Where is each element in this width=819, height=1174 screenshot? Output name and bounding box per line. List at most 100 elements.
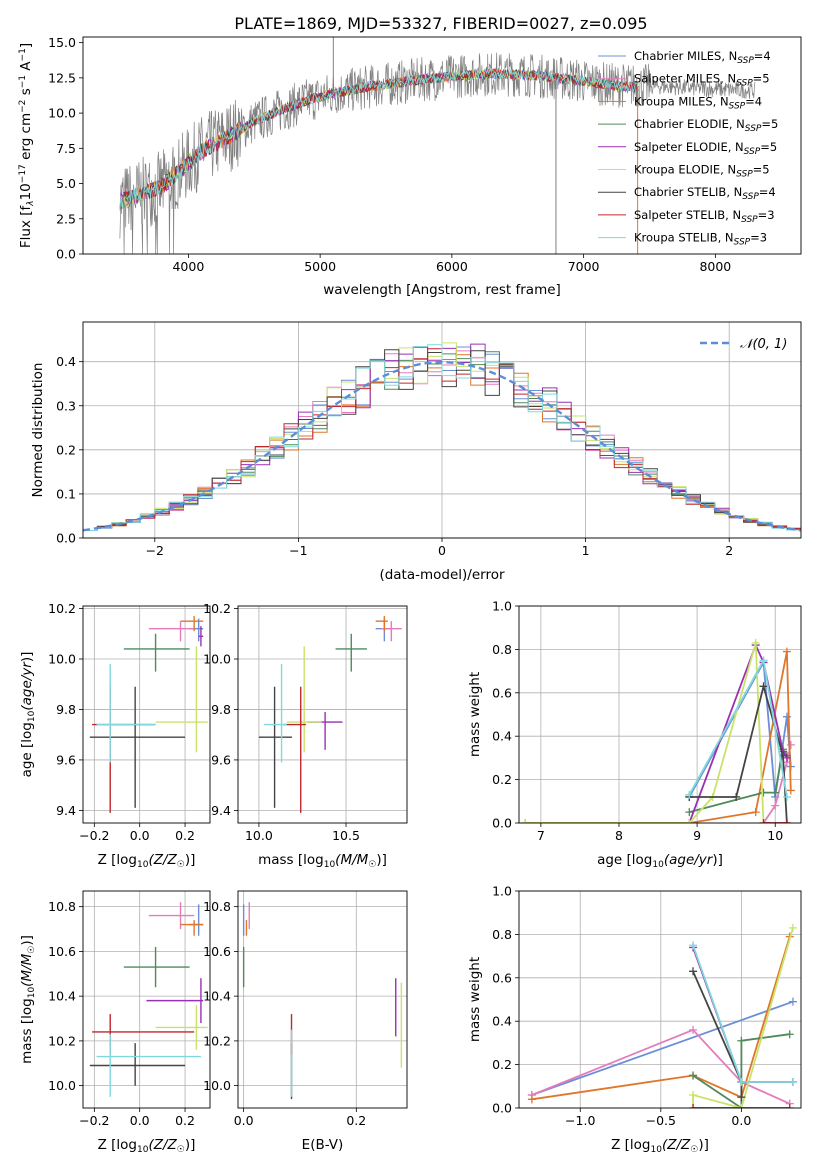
age_vs_Z-ytick-label: 10.2 [48,601,76,616]
legend-label-part: =5 [760,140,777,154]
legend-label: Kroupa ELODIE, NSSP=5 [634,163,770,180]
residuals-ytick-label: 0.2 [56,442,76,457]
weight_vs_age-plot [521,638,795,823]
weight-marker [785,1030,794,1039]
weight_vs_age-xtick-label: 10 [767,828,783,843]
weight-marker [737,1104,746,1108]
weight-line-chabrier-elodie [692,1033,790,1108]
weight-marker [759,656,768,665]
age_vs_mass-ytick-label: 9.4 [211,803,231,818]
weight-marker [737,1093,746,1102]
spectrum-frame [82,36,802,255]
weight-line-kroupa-elodie [525,642,765,823]
age-vs-z-ylabel: age [log10(age/yr)] [19,652,37,778]
weight-marker [689,1104,698,1108]
weight-vs-z-xlabel-part: 10 [651,1145,663,1155]
mass_vs_Z-plot [89,902,208,1097]
weight-line-kroupa-miles [531,936,791,1101]
residuals-ytick-label: 0.0 [56,531,76,546]
spectrum-xtick-label: 6000 [436,259,468,274]
mass_vs_ebv-ytick-label: 10.0 [203,1078,231,1093]
weight-marker [751,808,760,817]
residuals-plot [83,342,801,532]
mass_vs_Z-frame [82,890,211,1109]
weight-vs-age-xlabel-part: 10 [652,860,664,870]
spectrum-ylabel: Flux [fλ10−17 erg cm−2 s−1 A−1] [18,43,36,248]
residuals-xtick-label: 1 [582,543,590,558]
mass-vs-ebv-xlabel: E(B-V) [302,1137,344,1153]
age_vs_Z-ytick-label: 9.6 [56,752,76,767]
mass-vs-z-xlabel-part: Z [log [98,1137,137,1153]
spectrum-ylabel-part: λ [26,200,36,206]
residuals-xlabel: (data-model)/error [379,567,505,583]
weight-line-salpeter-miles [762,744,792,823]
age-vs-z-ylabel-part: (age/yr [19,661,35,711]
age-vs-z-ylabel-part: )] [19,652,35,663]
legend-label-part: SSP [745,124,762,134]
residuals-ytick-label: 0.1 [56,486,76,501]
legend-label: Salpeter ELODIE, NSSP=5 [634,140,777,157]
weight_vs_Z-ytick-label: 1.0 [492,884,512,899]
legend-label-part: SSP [744,147,761,157]
weight_vs_Z-ytick-label: 0.8 [492,927,512,942]
weight_vs_age-xtick-label: 9 [693,828,701,843]
mass-vs-z-xlabel-part: 10 [137,1145,149,1155]
weight-marker [788,1077,797,1086]
legend-label-part: Salpeter ELODIE, N [634,140,744,154]
age_vs_mass-ytick-label: 9.8 [211,702,231,717]
mass_vs_Z-ytick-label: 10.0 [48,1078,76,1093]
mass_vs_ebv-ytick-label: 10.6 [203,944,231,959]
mass-vs-z-ylabel-part: 10 [27,987,37,999]
weight_vs_age-ytick-label: 1.0 [492,599,512,614]
histogram-kroupa-stelib [83,344,801,531]
spectrum-ytick-label: 2.5 [56,211,76,226]
age-vs-mass-xlabel-part: mass [log [258,852,324,868]
mass_vs_Z-xtick-label: −0.2 [79,1113,109,1128]
legend-label-part: =4 [754,49,771,63]
legend-label-part: =4 [759,185,776,199]
weight-marker [788,997,797,1006]
legend-label-part: SSP [737,56,754,66]
weight-marker [521,819,530,823]
weight-marker [689,1071,698,1080]
weight-vs-z-xlabel-part: Z [log [611,1137,650,1153]
weight-marker [785,1104,794,1108]
weight_vs_Z-ytick-label: 0.4 [492,1014,512,1029]
legend-label-part: Salpeter MILES, N [634,72,736,86]
mass-vs-z-xlabel-part: )] [185,1137,196,1153]
weight-marker [759,682,768,691]
age-vs-z-ylabel-part: 10 [27,710,37,722]
spectrum-ylabel-part: −2 [18,100,28,113]
weight-marker [782,792,791,801]
spectrum-ylabel-part: s [18,88,34,99]
age_vs_Z-ytick-label: 10.0 [48,651,76,666]
legend-label-part: =5 [753,72,770,86]
weight_vs_age-ytick-label: 0.0 [492,816,512,831]
weight_vs_age-ytick-label: 0.4 [492,729,512,744]
weight-line-kroupa-elodie [692,927,794,1108]
weight-marker [771,788,780,797]
mass_vs_Z-axes: −0.2 0.0 0.2 10.0 10.2 10.4 10.6 10.8 [48,891,210,1128]
mass-vs-z-xlabel-part: (Z/Z [148,1137,177,1153]
mass_vs_Z-ytick-label: 10.8 [48,899,76,914]
mass_vs_ebv-ytick-label: 10.2 [203,1033,231,1048]
weight-marker [689,967,698,976]
weight_vs_Z-ylabel: mass weight [467,957,483,1042]
weight-marker [751,638,760,647]
residuals-ytick-label: 0.3 [56,398,76,413]
weight-marker [737,1077,746,1086]
spectrum-axes: 4000 5000 6000 7000 8000 0.0 2.5 5.0 7.5 10.0 12.5… [48,35,731,274]
age-vs-z-xlabel-part: (Z/Z [148,852,177,868]
legend-label-part: =3 [758,208,775,222]
mass_vs_ebv-ytick-label: 10.4 [203,989,231,1004]
weight_vs_age-axes: 7 8 9 10 0.0 0.2 0.4 0.6 0.8 1.0 [492,599,801,843]
age_vs_mass-ytick-label: 10.0 [203,651,231,666]
weight-line-salpeter-elodie [692,947,793,1083]
age-vs-mass-xlabel-part: )] [376,852,387,868]
weight_vs_age-xtick-label: 8 [615,828,623,843]
spectrum-plot [119,37,756,254]
residuals-ylabel: Normed distribution [30,363,46,498]
age-vs-z-xlabel-part: Z [log [98,852,137,868]
spectrum-ylabel-part: 10 [18,183,34,200]
spectrum-xtick-label: 5000 [304,259,336,274]
